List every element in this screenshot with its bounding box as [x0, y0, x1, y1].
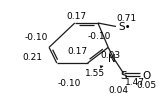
- Text: 0.04: 0.04: [109, 85, 128, 94]
- Text: S: S: [120, 70, 127, 80]
- Text: N: N: [108, 54, 115, 64]
- Text: 1.47: 1.47: [125, 77, 145, 86]
- Text: -0.10: -0.10: [87, 31, 111, 40]
- Text: 0.05: 0.05: [137, 81, 157, 89]
- Text: 0.21: 0.21: [22, 52, 42, 61]
- FancyArrowPatch shape: [100, 66, 103, 68]
- Text: -0.10: -0.10: [58, 78, 81, 87]
- Text: 0.03: 0.03: [101, 50, 121, 59]
- Text: 0.71: 0.71: [116, 14, 136, 23]
- Text: 0.17: 0.17: [66, 12, 86, 20]
- Text: O: O: [142, 70, 151, 80]
- Text: 0.17: 0.17: [67, 47, 87, 56]
- Text: -0.10: -0.10: [25, 32, 48, 41]
- Text: S•: S•: [118, 22, 130, 32]
- Text: 1.55: 1.55: [85, 68, 105, 77]
